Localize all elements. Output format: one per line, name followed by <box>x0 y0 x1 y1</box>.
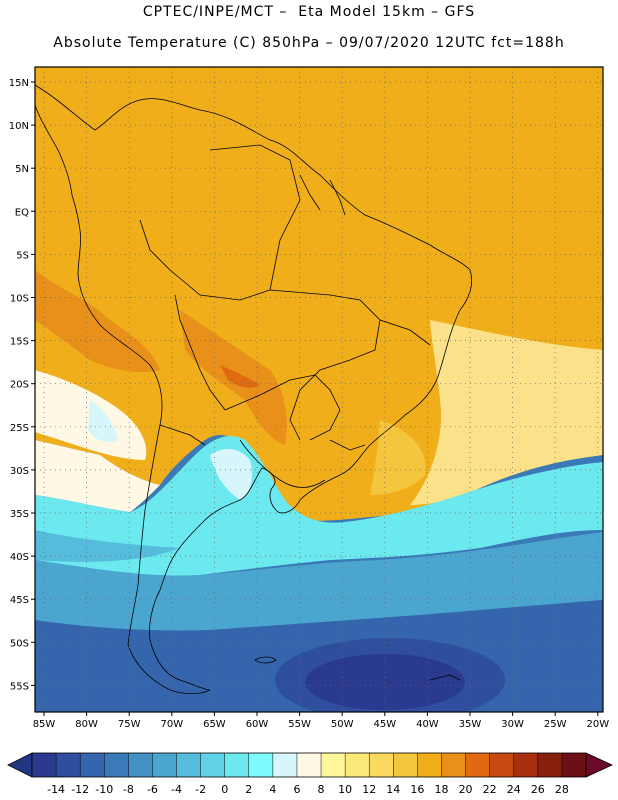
lat-label: 15N <box>9 78 29 89</box>
colorbar-label: 10 <box>338 783 352 796</box>
latitude-labels: 15N 10N 5N EQ 5S 10S 15S 20S 25S 30S 35S 40S 45S 50S 5… <box>9 78 35 692</box>
colorbar-swatch <box>417 753 442 777</box>
colorbar-label: -6 <box>147 783 158 796</box>
colorbar-low-arrow <box>7 752 33 778</box>
lon-label: 85W <box>33 719 56 730</box>
lon-label: 20W <box>586 719 609 730</box>
lat-label: 55S <box>10 681 29 692</box>
colorbar-swatch <box>272 753 298 777</box>
lat-label: 10S <box>10 294 29 305</box>
lat-label: 30S <box>10 466 29 477</box>
colorbar-label: 26 <box>531 783 545 796</box>
colorbar-swatch <box>224 753 250 777</box>
colorbar-swatch <box>80 753 105 777</box>
lat-label: 25S <box>10 423 29 434</box>
colorbar-swatch <box>489 753 515 777</box>
colorbar-swatch <box>176 753 201 777</box>
lat-label: 5N <box>15 164 29 175</box>
colorbar-label: 0 <box>221 783 228 796</box>
colorbar-swatch <box>393 753 418 777</box>
colorbar-label: -14 <box>47 783 65 796</box>
colorbar-label: 28 <box>555 783 569 796</box>
lon-label: 40W <box>416 719 439 730</box>
colorbar-swatch <box>152 753 177 777</box>
colorbar-label: 2 <box>245 783 252 796</box>
lon-label: 30W <box>501 719 524 730</box>
lat-label: 40S <box>10 552 29 563</box>
colorbar-label: 16 <box>410 783 424 796</box>
colorbar-label: 14 <box>386 783 400 796</box>
colorbar-swatch <box>345 753 370 777</box>
lat-label: 20S <box>10 380 29 391</box>
colorbar-swatch <box>104 753 129 777</box>
colorbar-swatch <box>465 753 490 777</box>
lat-label: 15S <box>10 337 29 348</box>
lon-label: 65W <box>203 719 226 730</box>
lon-label: 25W <box>544 719 567 730</box>
colorbar-swatch <box>537 753 563 777</box>
colorbar-label: 6 <box>293 783 300 796</box>
lat-label: 10N <box>9 121 29 132</box>
colorbar-high-arrow <box>585 752 613 778</box>
colorbar-label: -8 <box>123 783 134 796</box>
lon-label: 55W <box>288 719 311 730</box>
colorbar-swatch <box>513 753 539 777</box>
title-model-line: CPTEC/INPE/MCT – Eta Model 15km – GFS <box>142 4 476 20</box>
title-variable-line: Absolute Temperature (C) 850hPa – 09/07/… <box>53 35 565 51</box>
colorbar-swatch <box>369 753 394 777</box>
colorbar-swatch <box>56 753 81 777</box>
lat-label: 35S <box>10 509 29 520</box>
lon-label: 60W <box>246 719 269 730</box>
colorbar-swatch <box>561 753 587 777</box>
colorbar-swatch <box>200 753 225 777</box>
lon-label: 80W <box>75 719 98 730</box>
lon-label: 70W <box>160 719 183 730</box>
colorbar-swatch <box>296 753 322 777</box>
lat-label: 45S <box>10 595 29 606</box>
lat-label: EQ <box>15 207 29 218</box>
lat-label: 50S <box>10 638 29 649</box>
lon-label: 35W <box>459 719 482 730</box>
map-frame <box>34 66 604 713</box>
colorbar-label: -10 <box>95 783 113 796</box>
colorbar-label: -12 <box>71 783 89 796</box>
lon-label: 75W <box>118 719 141 730</box>
colorbar-label: -4 <box>171 783 182 796</box>
lon-label: 50W <box>331 719 354 730</box>
colorbar-label: 12 <box>362 783 376 796</box>
colorbar-label: 24 <box>507 783 521 796</box>
colorbar-label: 8 <box>318 783 325 796</box>
temperature-map-figure: 15N 10N 5N EQ 5S 10S 15S 20S 25S 30S 35S 40S 45S 50S 5… <box>7 66 613 796</box>
longitude-labels: 85W 80W 75W 70W 65W 60W 55W 50W 45W 40W 35W 30W 25W 2… <box>33 712 609 730</box>
colorbar-swatch <box>128 753 153 777</box>
colorbar-swatch <box>248 753 274 777</box>
colorbar-label: 20 <box>459 783 473 796</box>
colorbar-swatch <box>441 753 466 777</box>
colorbar-label: 18 <box>434 783 448 796</box>
colorbar-label: 4 <box>269 783 276 796</box>
lon-label: 45W <box>373 719 396 730</box>
colorbar-label: 22 <box>483 783 497 796</box>
colorbar-swatch <box>321 753 346 777</box>
colorbar-label: -2 <box>195 783 206 796</box>
temperature-field <box>35 67 603 712</box>
lat-label: 5S <box>16 250 29 261</box>
colorbar: -14 -12 -10 -8 -6 -4 -2 0 2 4 6 8 10 12 14 16 18 20 22 24 26… <box>7 752 613 796</box>
colorbar-swatch <box>32 753 57 777</box>
